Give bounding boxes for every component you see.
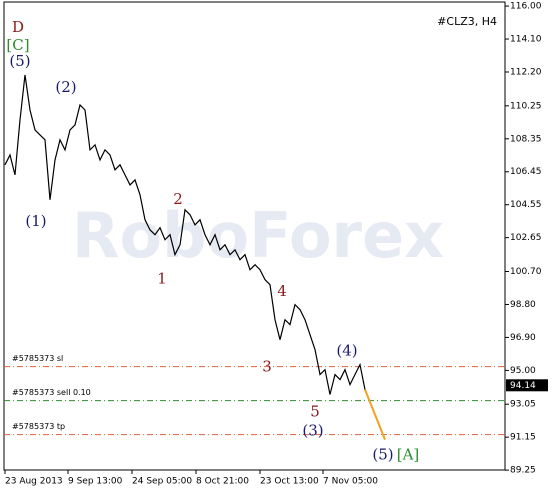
wave-label: (2) [55, 78, 76, 96]
order-label: #5785373 sl [12, 354, 63, 363]
symbol-label: #CLZ3, H4 [437, 15, 497, 28]
y-tick-label: 110.25 [510, 101, 542, 111]
y-tick-label: 93.05 [510, 400, 536, 410]
y-tick-label: 108.35 [510, 134, 542, 144]
x-tick-label: 7 Nov 05:00 [323, 477, 378, 487]
wave-label: (1) [25, 212, 46, 230]
y-tick-label: 98.80 [510, 300, 536, 310]
watermark: RoboForex [72, 199, 444, 272]
y-tick-label: 89.25 [510, 466, 536, 476]
y-tick-label: 100.70 [510, 267, 542, 277]
wave-label: 2 [173, 190, 183, 208]
x-tick-label: 23 Aug 2013 [5, 477, 63, 487]
plot-frame [3, 1, 506, 471]
x-tick-label: 8 Oct 21:00 [196, 477, 249, 487]
order-label: #5785373 tp [12, 422, 65, 431]
wave-label: (5) [372, 446, 393, 464]
wave-label: [A] [397, 446, 420, 464]
y-tick-label: 104.55 [510, 200, 542, 210]
x-tick-label: 23 Oct 13:00 [260, 477, 319, 487]
y-tick-label: 112.20 [510, 67, 542, 77]
wave-label: (3) [302, 421, 323, 439]
wave-label: D [12, 18, 24, 36]
y-tick-label: 106.45 [510, 167, 542, 177]
y-tick-label: 114.10 [510, 35, 542, 45]
y-tick-label: 102.65 [510, 233, 542, 243]
x-tick-label: 9 Sep 13:00 [68, 477, 123, 487]
wave-label: 3 [262, 358, 272, 376]
order-label: #5785373 sell 0.10 [12, 388, 91, 397]
wave-label: (4) [336, 342, 357, 360]
x-tick-label: 24 Sep 05:00 [132, 477, 192, 487]
y-tick-label: 116.00 [510, 2, 542, 12]
wave-label: [C] [6, 36, 29, 54]
wave-label: (5) [9, 52, 30, 70]
last-price-label: 94.14 [510, 381, 536, 391]
y-tick-label: 95.00 [510, 366, 536, 376]
wave-label: 1 [157, 270, 167, 288]
y-tick-label: 96.90 [510, 333, 536, 343]
y-tick-label: 91.15 [510, 433, 536, 443]
last-price-box [506, 379, 548, 392]
projection-line [364, 389, 386, 440]
wave-label: 5 [310, 403, 320, 421]
price-line [4, 74, 366, 395]
wave-label: 4 [277, 282, 287, 300]
